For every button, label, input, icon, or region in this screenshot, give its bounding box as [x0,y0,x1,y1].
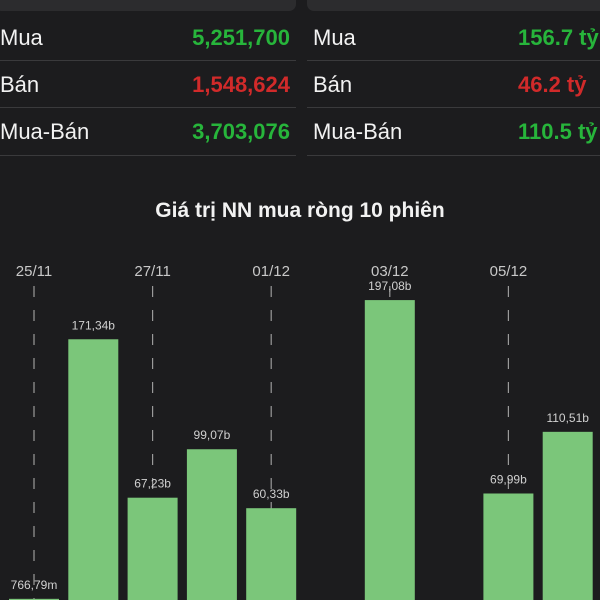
net-value-row: Mua-Bán 110.5 tỷ [307,108,600,154]
bar-value-label: 110,51b [546,411,589,425]
bar [9,598,59,600]
bar-value-label: 197,08b [368,279,412,293]
bar-value-label: 67,23b [134,477,171,491]
sell-label: Bán [0,72,40,97]
date-tick-label: 03/12 [371,263,409,280]
bar [127,497,178,600]
row-divider [0,60,296,61]
net-volume-value: 3,703,076 [192,119,290,144]
buy-label: Mua [313,25,356,50]
value-summary-panel: Mua 156.7 tỷ Bán 46.2 tỷ Mua-Bán 110.5 t… [307,0,600,156]
buy-volume-row: Mua 5,251,700 [0,14,296,60]
panel-header-bar [0,0,296,11]
panel-header-bar [307,0,600,11]
bar-value-label: 766,79m [11,578,58,592]
bar [483,493,534,600]
bar-value-label: 171,34b [72,318,116,332]
bar-value-label: 69,99b [490,472,527,486]
bar [246,508,297,600]
date-tick-label: 01/12 [252,263,290,280]
bar [542,431,593,600]
net-value-amount: 110.5 tỷ [518,119,598,144]
buy-value-row: Mua 156.7 tỷ [307,14,600,60]
sell-value-amount: 46.2 tỷ [518,72,587,97]
buy-label: Mua [0,25,43,50]
row-divider [0,155,296,156]
volume-summary-panel: Mua 5,251,700 Bán 1,548,624 Mua-Bán 3,70… [0,0,296,156]
buy-volume-value: 5,251,700 [192,25,290,50]
bar [186,449,237,600]
bar-value-label: 60,33b [253,487,290,501]
date-tick-label: 27/11 [134,263,170,280]
sell-volume-value: 1,548,624 [192,72,290,97]
bar [364,300,415,600]
sell-volume-row: Bán 1,548,624 [0,61,296,107]
row-divider [0,107,296,108]
net-label: Mua-Bán [313,119,403,144]
net-label: Mua-Bán [0,119,90,144]
row-divider [307,155,600,156]
net-volume-row: Mua-Bán 3,703,076 [0,108,296,154]
sell-label: Bán [313,72,353,97]
date-tick-label: 25/11 [16,263,52,280]
bar [68,339,119,600]
row-divider [307,107,600,108]
row-divider [307,60,600,61]
buy-value-amount: 156.7 tỷ [518,25,599,50]
chart-title: Giá trị NN mua ròng 10 phiên [155,199,445,222]
sell-value-row: Bán 46.2 tỷ [307,61,600,107]
date-tick-label: 05/12 [490,263,528,280]
bar-value-label: 99,07b [194,428,231,442]
